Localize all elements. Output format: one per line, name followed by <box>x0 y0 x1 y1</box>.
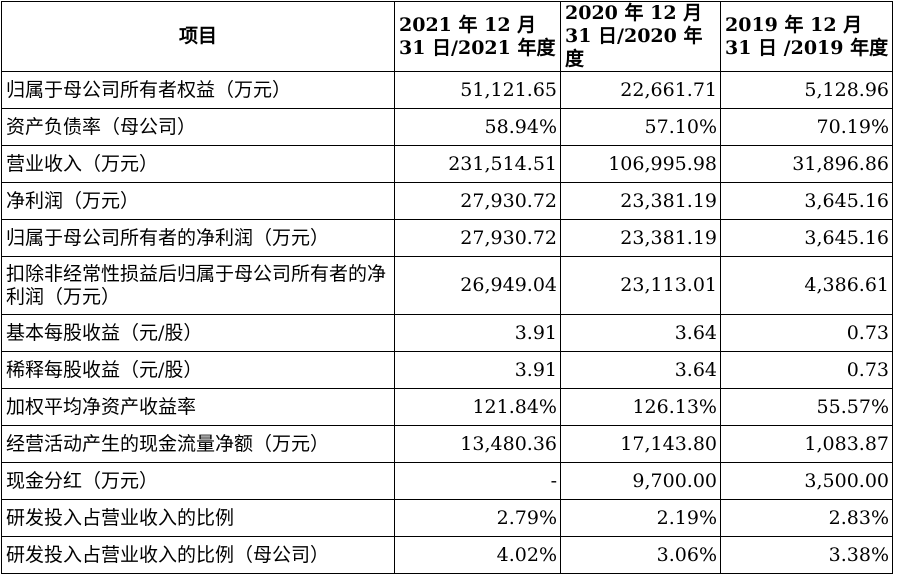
value-2019: 2.83% <box>720 499 893 537</box>
value-2020: 23,113.01 <box>560 256 721 315</box>
row-label: 研发投入占营业收入的比例（母公司） <box>1 536 395 574</box>
row-label: 基本每股收益（元/股） <box>1 314 395 352</box>
row-label: 资产负债率（母公司） <box>1 108 395 146</box>
value-2019: 31,896.86 <box>720 145 893 183</box>
row-label: 净利润（万元） <box>1 182 395 220</box>
value-2020: 23,381.19 <box>560 182 721 220</box>
value-2021: 27,930.72 <box>394 219 561 257</box>
table-row: 加权平均净资产收益率 121.84% 126.13% 55.57% <box>1 388 893 426</box>
value-2021: 2.79% <box>394 499 561 537</box>
value-2019: 3,645.16 <box>720 219 893 257</box>
header-2020: 2020 年 12 月 31 日/2020 年度 <box>560 1 721 72</box>
value-2019: 70.19% <box>720 108 893 146</box>
table-row: 资产负债率（母公司） 58.94% 57.10% 70.19% <box>1 108 893 146</box>
table-row: 现金分红（万元） - 9,700.00 3,500.00 <box>1 462 893 500</box>
value-2021: 231,514.51 <box>394 145 561 183</box>
table-row: 净利润（万元） 27,930.72 23,381.19 3,645.16 <box>1 182 893 220</box>
value-2021: 3.91 <box>394 314 561 352</box>
value-2019: 3,645.16 <box>720 182 893 220</box>
row-label: 加权平均净资产收益率 <box>1 388 395 426</box>
value-2020: 3.64 <box>560 351 721 389</box>
value-2021: 26,949.04 <box>394 256 561 315</box>
value-2020: 3.06% <box>560 536 721 574</box>
value-2021: 13,480.36 <box>394 425 561 463</box>
value-2019: 0.73 <box>720 314 893 352</box>
value-2020: 22,661.71 <box>560 71 721 109</box>
value-2021: 58.94% <box>394 108 561 146</box>
value-2019: 0.73 <box>720 351 893 389</box>
value-2020: 23,381.19 <box>560 219 721 257</box>
header-2021: 2021 年 12 月 31 日/2021 年度 <box>394 1 561 72</box>
value-2021: - <box>394 462 561 500</box>
row-label: 扣除非经常性损益后归属于母公司所有者的净利润（万元） <box>1 256 395 315</box>
header-row: 项目 2021 年 12 月 31 日/2021 年度 2020 年 12 月 … <box>1 1 893 72</box>
table-row: 营业收入（万元） 231,514.51 106,995.98 31,896.86 <box>1 145 893 183</box>
value-2019: 3,500.00 <box>720 462 893 500</box>
value-2019: 55.57% <box>720 388 893 426</box>
value-2021: 121.84% <box>394 388 561 426</box>
row-label: 经营活动产生的现金流量净额（万元） <box>1 425 395 463</box>
header-item: 项目 <box>1 1 395 72</box>
value-2019: 4,386.61 <box>720 256 893 315</box>
row-label: 归属于母公司所有者的净利润（万元） <box>1 219 395 257</box>
value-2021: 51,121.65 <box>394 71 561 109</box>
value-2019: 3.38% <box>720 536 893 574</box>
row-label: 研发投入占营业收入的比例 <box>1 499 395 537</box>
table-row: 研发投入占营业收入的比例 2.79% 2.19% 2.83% <box>1 499 893 537</box>
value-2020: 17,143.80 <box>560 425 721 463</box>
value-2020: 2.19% <box>560 499 721 537</box>
value-2021: 27,930.72 <box>394 182 561 220</box>
row-label: 营业收入（万元） <box>1 145 395 183</box>
value-2020: 9,700.00 <box>560 462 721 500</box>
value-2021: 3.91 <box>394 351 561 389</box>
table-row: 经营活动产生的现金流量净额（万元） 13,480.36 17,143.80 1,… <box>1 425 893 463</box>
value-2020: 3.64 <box>560 314 721 352</box>
value-2021: 4.02% <box>394 536 561 574</box>
table-row: 归属于母公司所有者的净利润（万元） 27,930.72 23,381.19 3,… <box>1 219 893 257</box>
value-2019: 1,083.87 <box>720 425 893 463</box>
value-2020: 126.13% <box>560 388 721 426</box>
table-row: 稀释每股收益（元/股） 3.91 3.64 0.73 <box>1 351 893 389</box>
row-label: 现金分红（万元） <box>1 462 395 500</box>
value-2019: 5,128.96 <box>720 71 893 109</box>
row-label: 稀释每股收益（元/股） <box>1 351 395 389</box>
value-2020: 106,995.98 <box>560 145 721 183</box>
header-2019: 2019 年 12 月 31 日 /2019 年度 <box>720 1 893 72</box>
table-row: 归属于母公司所有者权益（万元） 51,121.65 22,661.71 5,12… <box>1 71 893 109</box>
table-row: 基本每股收益（元/股） 3.91 3.64 0.73 <box>1 314 893 352</box>
value-2020: 57.10% <box>560 108 721 146</box>
table-row: 扣除非经常性损益后归属于母公司所有者的净利润（万元） 26,949.04 23,… <box>1 256 893 315</box>
table-row: 研发投入占营业收入的比例（母公司） 4.02% 3.06% 3.38% <box>1 536 893 574</box>
row-label: 归属于母公司所有者权益（万元） <box>1 71 395 109</box>
